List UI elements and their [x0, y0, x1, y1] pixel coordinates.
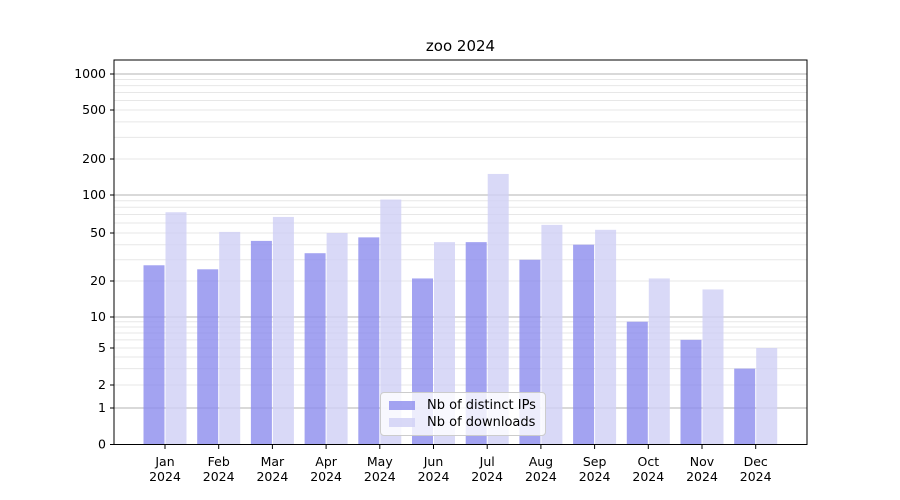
- bar-nb-of-downloads-dec: [756, 348, 778, 445]
- x-tick-label: May 2024: [364, 454, 396, 484]
- bar-nb-of-distinct-ips-dec: [734, 368, 756, 445]
- y-tick-label: 0: [98, 437, 106, 452]
- bar-nb-of-downloads-apr: [326, 233, 348, 445]
- legend-item-downloads: Nb of downloads: [387, 414, 539, 431]
- legend: Nb of distinct IPs Nb of downloads: [380, 392, 546, 436]
- y-tick-label: 20: [90, 273, 106, 288]
- plot-frame: [113, 59, 808, 445]
- x-tick-label: Nov 2024: [686, 454, 718, 484]
- x-tick-label: Mar 2024: [256, 454, 288, 484]
- y-tick-label: 2: [98, 377, 106, 392]
- legend-swatch-distinct-ips: [389, 401, 415, 410]
- bar-nb-of-distinct-ips-oct: [626, 321, 648, 445]
- legend-label-downloads: Nb of downloads: [427, 415, 536, 430]
- x-tick-label: Sep 2024: [579, 454, 611, 484]
- bar-nb-of-downloads-may: [380, 199, 402, 445]
- minor-gridlines: [114, 78, 807, 386]
- bar-nb-of-distinct-ips-nov: [680, 339, 702, 445]
- bar-nb-of-distinct-ips-apr: [304, 253, 326, 445]
- x-axis: Jan 2024 Feb 2024 Mar 2024 Apr 2024 May 2024 Jun 20…: [149, 444, 772, 484]
- bar-nb-of-downloads-jul: [487, 173, 509, 445]
- bar-nb-of-distinct-ips-sep: [573, 244, 595, 445]
- x-tick-label: Aug 2024: [525, 454, 557, 484]
- y-tick-label: 10: [90, 309, 106, 324]
- bar-nb-of-downloads-jan: [165, 212, 187, 445]
- chart-title: zoo 2024: [425, 37, 496, 55]
- bar-nb-of-downloads-nov: [702, 289, 724, 445]
- bar-nb-of-distinct-ips-jan: [143, 265, 165, 445]
- y-tick-label: 5: [98, 340, 106, 355]
- bar-nb-of-downloads-sep: [595, 229, 617, 445]
- y-tick-label: 200: [82, 151, 106, 166]
- y-tick-label: 50: [90, 225, 106, 240]
- legend-item-distinct-ips: Nb of distinct IPs: [387, 397, 539, 414]
- bar-nb-of-distinct-ips-may: [358, 237, 380, 445]
- y-tick-label: 500: [82, 102, 106, 117]
- x-tick-label: Feb 2024: [203, 454, 235, 484]
- bar-nb-of-downloads-aug: [541, 224, 563, 445]
- x-tick-label: Apr 2024: [310, 454, 342, 484]
- bar-nb-of-distinct-ips-feb: [197, 269, 219, 445]
- y-tick-label: 100: [82, 187, 106, 202]
- bars: [143, 173, 778, 445]
- x-tick-label: Jul 2024: [471, 454, 503, 484]
- y-tick-label: 1000: [74, 66, 106, 81]
- y-axis: 0 1 2 5 10 20 50 100 200 500 1000: [74, 66, 114, 452]
- bar-nb-of-distinct-ips-mar: [250, 240, 272, 445]
- legend-label-distinct-ips: Nb of distinct IPs: [427, 398, 536, 413]
- legend-swatch-downloads: [389, 418, 415, 427]
- x-tick-label: Oct 2024: [632, 454, 664, 484]
- x-tick-label: Dec 2024: [740, 454, 772, 484]
- x-tick-label: Jan 2024: [149, 454, 181, 484]
- bar-nb-of-downloads-oct: [648, 278, 670, 445]
- y-tick-label: 1: [98, 400, 106, 415]
- bar-nb-of-downloads-mar: [272, 216, 294, 445]
- bar-nb-of-downloads-feb: [219, 231, 241, 445]
- x-tick-label: Jun 2024: [418, 454, 450, 484]
